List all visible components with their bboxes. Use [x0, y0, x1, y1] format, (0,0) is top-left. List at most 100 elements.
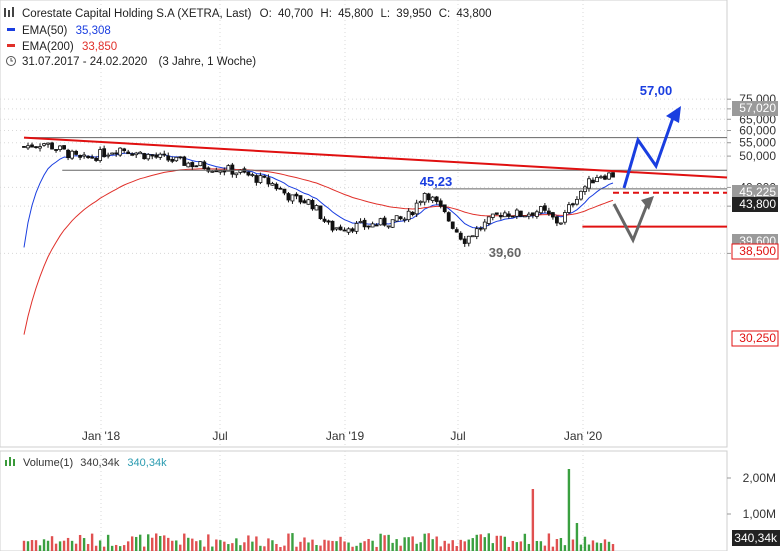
candle-body: [326, 220, 331, 223]
candle-body: [182, 156, 187, 166]
volume-bar: [122, 545, 126, 551]
candle-body: [579, 190, 583, 200]
volume-bar: [159, 535, 162, 551]
volume-bar: [106, 534, 110, 551]
volume-bar: [38, 545, 42, 551]
close-value: 43,800: [456, 8, 491, 20]
candle-body: [94, 157, 99, 161]
volume-bar: [347, 542, 350, 551]
candle-body: [126, 151, 131, 155]
candle-body: [346, 228, 351, 233]
candle-body: [258, 175, 263, 183]
volume-bar: [423, 533, 426, 551]
candle-body: [122, 148, 127, 152]
candle-body: [370, 223, 375, 228]
candle-body: [146, 154, 151, 160]
overlays: [23, 106, 728, 244]
volume-bar: [130, 536, 134, 551]
candle-body: [599, 176, 603, 179]
svg-text:Volume(1) 340,34k: Volume(1) 340,34k 340,34k: [23, 457, 167, 469]
volume-bar: [82, 538, 86, 551]
candle-body: [563, 212, 567, 223]
low-value: 39,950: [396, 8, 431, 20]
volume-bar: [98, 540, 102, 551]
candle-body: [611, 172, 615, 178]
volume-bar: [419, 542, 422, 551]
support-label: 39,60: [489, 245, 522, 260]
candle-body: [322, 218, 327, 222]
volume-label: Volume(1): [23, 457, 73, 469]
volume-bar: [143, 546, 146, 551]
candle-body: [282, 188, 287, 194]
volume-bar: [399, 545, 402, 551]
x-tick-label: Jul: [450, 429, 465, 443]
price-tick-label: 50,000: [739, 149, 776, 163]
candle-body: [234, 172, 239, 176]
volume-bar: [535, 540, 539, 551]
candle-body: [458, 232, 463, 240]
volume-bar: [579, 544, 583, 551]
volume-bar: [607, 541, 611, 551]
volume-bar: [30, 540, 34, 551]
candle-body: [426, 193, 431, 201]
volume-bars-icon: [5, 457, 15, 466]
volume-bar: [379, 533, 382, 551]
volume-bar: [567, 469, 571, 551]
volume-bar: [118, 546, 122, 551]
volume-bar: [102, 546, 106, 551]
volume-bar: [22, 540, 26, 551]
volume-bar: [62, 540, 66, 551]
volume-bar: [243, 542, 246, 551]
candle-body: [530, 212, 535, 216]
volume-bar: [70, 540, 74, 551]
bullish-arrowhead: [666, 106, 681, 123]
date-span: (3 Jahre, 1 Woche): [159, 56, 257, 68]
high-value: 45,800: [338, 8, 373, 20]
volume-bar: [311, 539, 314, 551]
grid: [0, 0, 727, 551]
candle-body: [462, 238, 467, 244]
volume-bar: [291, 533, 294, 551]
volume-bar: [359, 542, 362, 551]
volume-bar: [110, 545, 114, 551]
candle-body: [342, 229, 347, 232]
candle-body: [591, 179, 595, 184]
x-axis: Jan '18 Jul Jan '19 Jul Jan '20: [82, 429, 603, 443]
volume-bar: [287, 533, 290, 551]
volume-bar: [491, 543, 494, 551]
candle-body: [250, 174, 255, 176]
candle-body: [402, 218, 407, 221]
candle-body: [302, 200, 307, 204]
volume-bar: [187, 537, 190, 551]
price-tick-label: 55,000: [739, 136, 776, 150]
candle-body: [262, 175, 267, 178]
volume-bar: [299, 541, 302, 551]
volume-bar: [495, 535, 499, 551]
candle-body: [466, 235, 471, 244]
candle-body: [526, 213, 531, 217]
volume-bar: [371, 540, 374, 551]
ema50-label: EMA(50): [22, 25, 68, 37]
volume-bar: [235, 538, 238, 551]
candle-body: [306, 199, 311, 205]
candle-body: [54, 149, 58, 151]
bullish-projection-arrow: [622, 111, 677, 189]
volume-bar: [463, 541, 466, 551]
ema200-value: 33,850: [82, 41, 117, 53]
volume-bar: [207, 534, 210, 551]
volume-bar: [167, 537, 170, 551]
volume-bar: [335, 541, 338, 551]
level-badge: [731, 330, 779, 347]
close-label: C:: [439, 8, 451, 20]
volume-bar: [351, 546, 354, 551]
volume-bar: [147, 534, 150, 551]
volume-bar: [587, 544, 591, 551]
candle-body: [514, 209, 519, 217]
candle-body: [358, 221, 363, 223]
volume-bar: [367, 538, 370, 551]
volume-bar: [255, 536, 258, 551]
volume-bar: [26, 541, 30, 551]
candle-body: [30, 144, 34, 148]
candle-body: [98, 149, 103, 162]
candle-body: [482, 221, 487, 230]
